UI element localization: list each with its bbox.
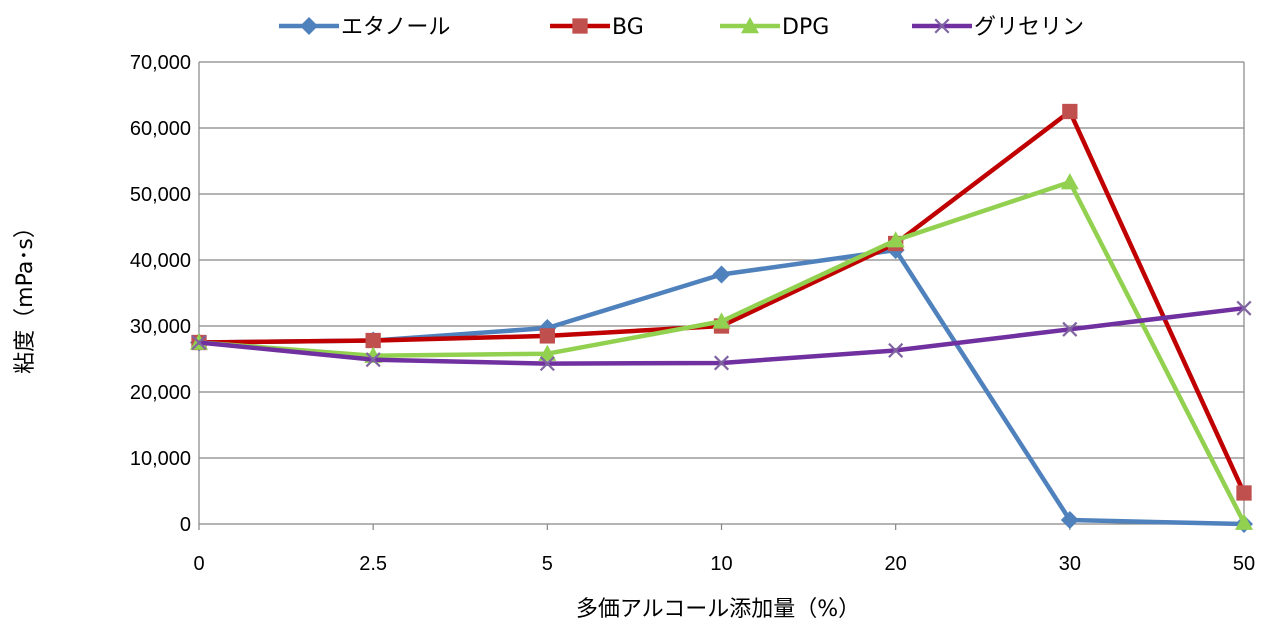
x-marker <box>934 18 950 34</box>
x-tick-label: 2.5 <box>359 553 387 575</box>
x-marker <box>365 352 381 368</box>
series <box>191 103 1252 501</box>
legend: エタノール BG DPG グリセリン <box>279 15 1084 40</box>
x-marker <box>191 334 207 351</box>
x-marker <box>1236 300 1252 316</box>
square-marker <box>1062 103 1078 120</box>
legend-label: DPG <box>782 15 829 40</box>
series <box>190 173 1253 530</box>
diamond-marker <box>1060 511 1079 530</box>
x-marker-stroke <box>1236 300 1252 316</box>
square-marker <box>365 332 381 349</box>
x-tick-label: 30 <box>1059 553 1081 575</box>
triangle-marker <box>712 312 731 329</box>
x-marker <box>1062 321 1078 337</box>
x-tick-label: 0 <box>193 553 204 575</box>
x-marker-stroke <box>365 352 381 368</box>
x-marker <box>713 355 730 371</box>
y-tick-labels: 0 10,000 20,000 30,000 40,000 50,000 60,000 70,… <box>130 52 191 536</box>
y-tick-label: 50,000 <box>130 184 191 206</box>
axes <box>198 62 1245 530</box>
series-line <box>198 179 1247 524</box>
diamond-marker <box>712 265 731 284</box>
x-tick-label: 10 <box>710 553 732 575</box>
x-tick-labels: 0 2.5 5 10 20 30 50 <box>193 553 1255 575</box>
y-axis-title: 粘度（mPa･s） <box>13 216 38 374</box>
y-tick-label: 60,000 <box>130 118 191 140</box>
x-axis-title: 多価アルコール添加量（%） <box>576 597 860 622</box>
x-tick-label: 50 <box>1233 553 1255 575</box>
x-marker-stroke <box>934 18 950 34</box>
x-tick-label: 5 <box>542 553 553 575</box>
y-tick-label: 0 <box>180 514 191 536</box>
series-line <box>198 247 1245 527</box>
y-tick-label: 20,000 <box>130 382 191 404</box>
legend-item: BG <box>550 15 644 40</box>
square-marker <box>539 328 555 344</box>
y-tick-label: 30,000 <box>130 316 191 338</box>
triangle-marker <box>1235 513 1253 530</box>
diamond-marker <box>300 17 318 35</box>
y-tick-label: 70,000 <box>130 52 191 74</box>
x-marker-stroke <box>1062 321 1078 337</box>
legend-item: DPG <box>720 15 829 40</box>
legend-item: エタノール <box>279 15 450 40</box>
legend-label: エタノール <box>341 15 450 40</box>
x-marker-stroke <box>539 356 555 372</box>
square-marker <box>572 18 588 34</box>
x-marker <box>888 342 904 358</box>
gridlines <box>199 61 1244 459</box>
triangle-marker <box>538 344 557 361</box>
triangle-marker <box>1060 173 1079 190</box>
triangle-marker <box>741 17 759 34</box>
x-marker-stroke <box>191 334 207 351</box>
legend-label: BG <box>612 15 644 40</box>
triangle-marker <box>886 231 905 248</box>
x-marker <box>539 356 555 372</box>
x-marker-stroke <box>713 355 730 371</box>
y-tick-label: 40,000 <box>130 250 191 272</box>
series-line <box>198 109 1247 494</box>
square-marker <box>1236 485 1252 501</box>
legend-item: グリセリン <box>912 15 1084 40</box>
x-tick-label: 20 <box>885 553 907 575</box>
y-tick-label: 10,000 <box>130 448 191 470</box>
x-marker-stroke <box>888 342 904 358</box>
series-group <box>190 103 1253 533</box>
series <box>190 241 1253 533</box>
legend-label: グリセリン <box>974 15 1084 40</box>
series <box>191 300 1252 372</box>
